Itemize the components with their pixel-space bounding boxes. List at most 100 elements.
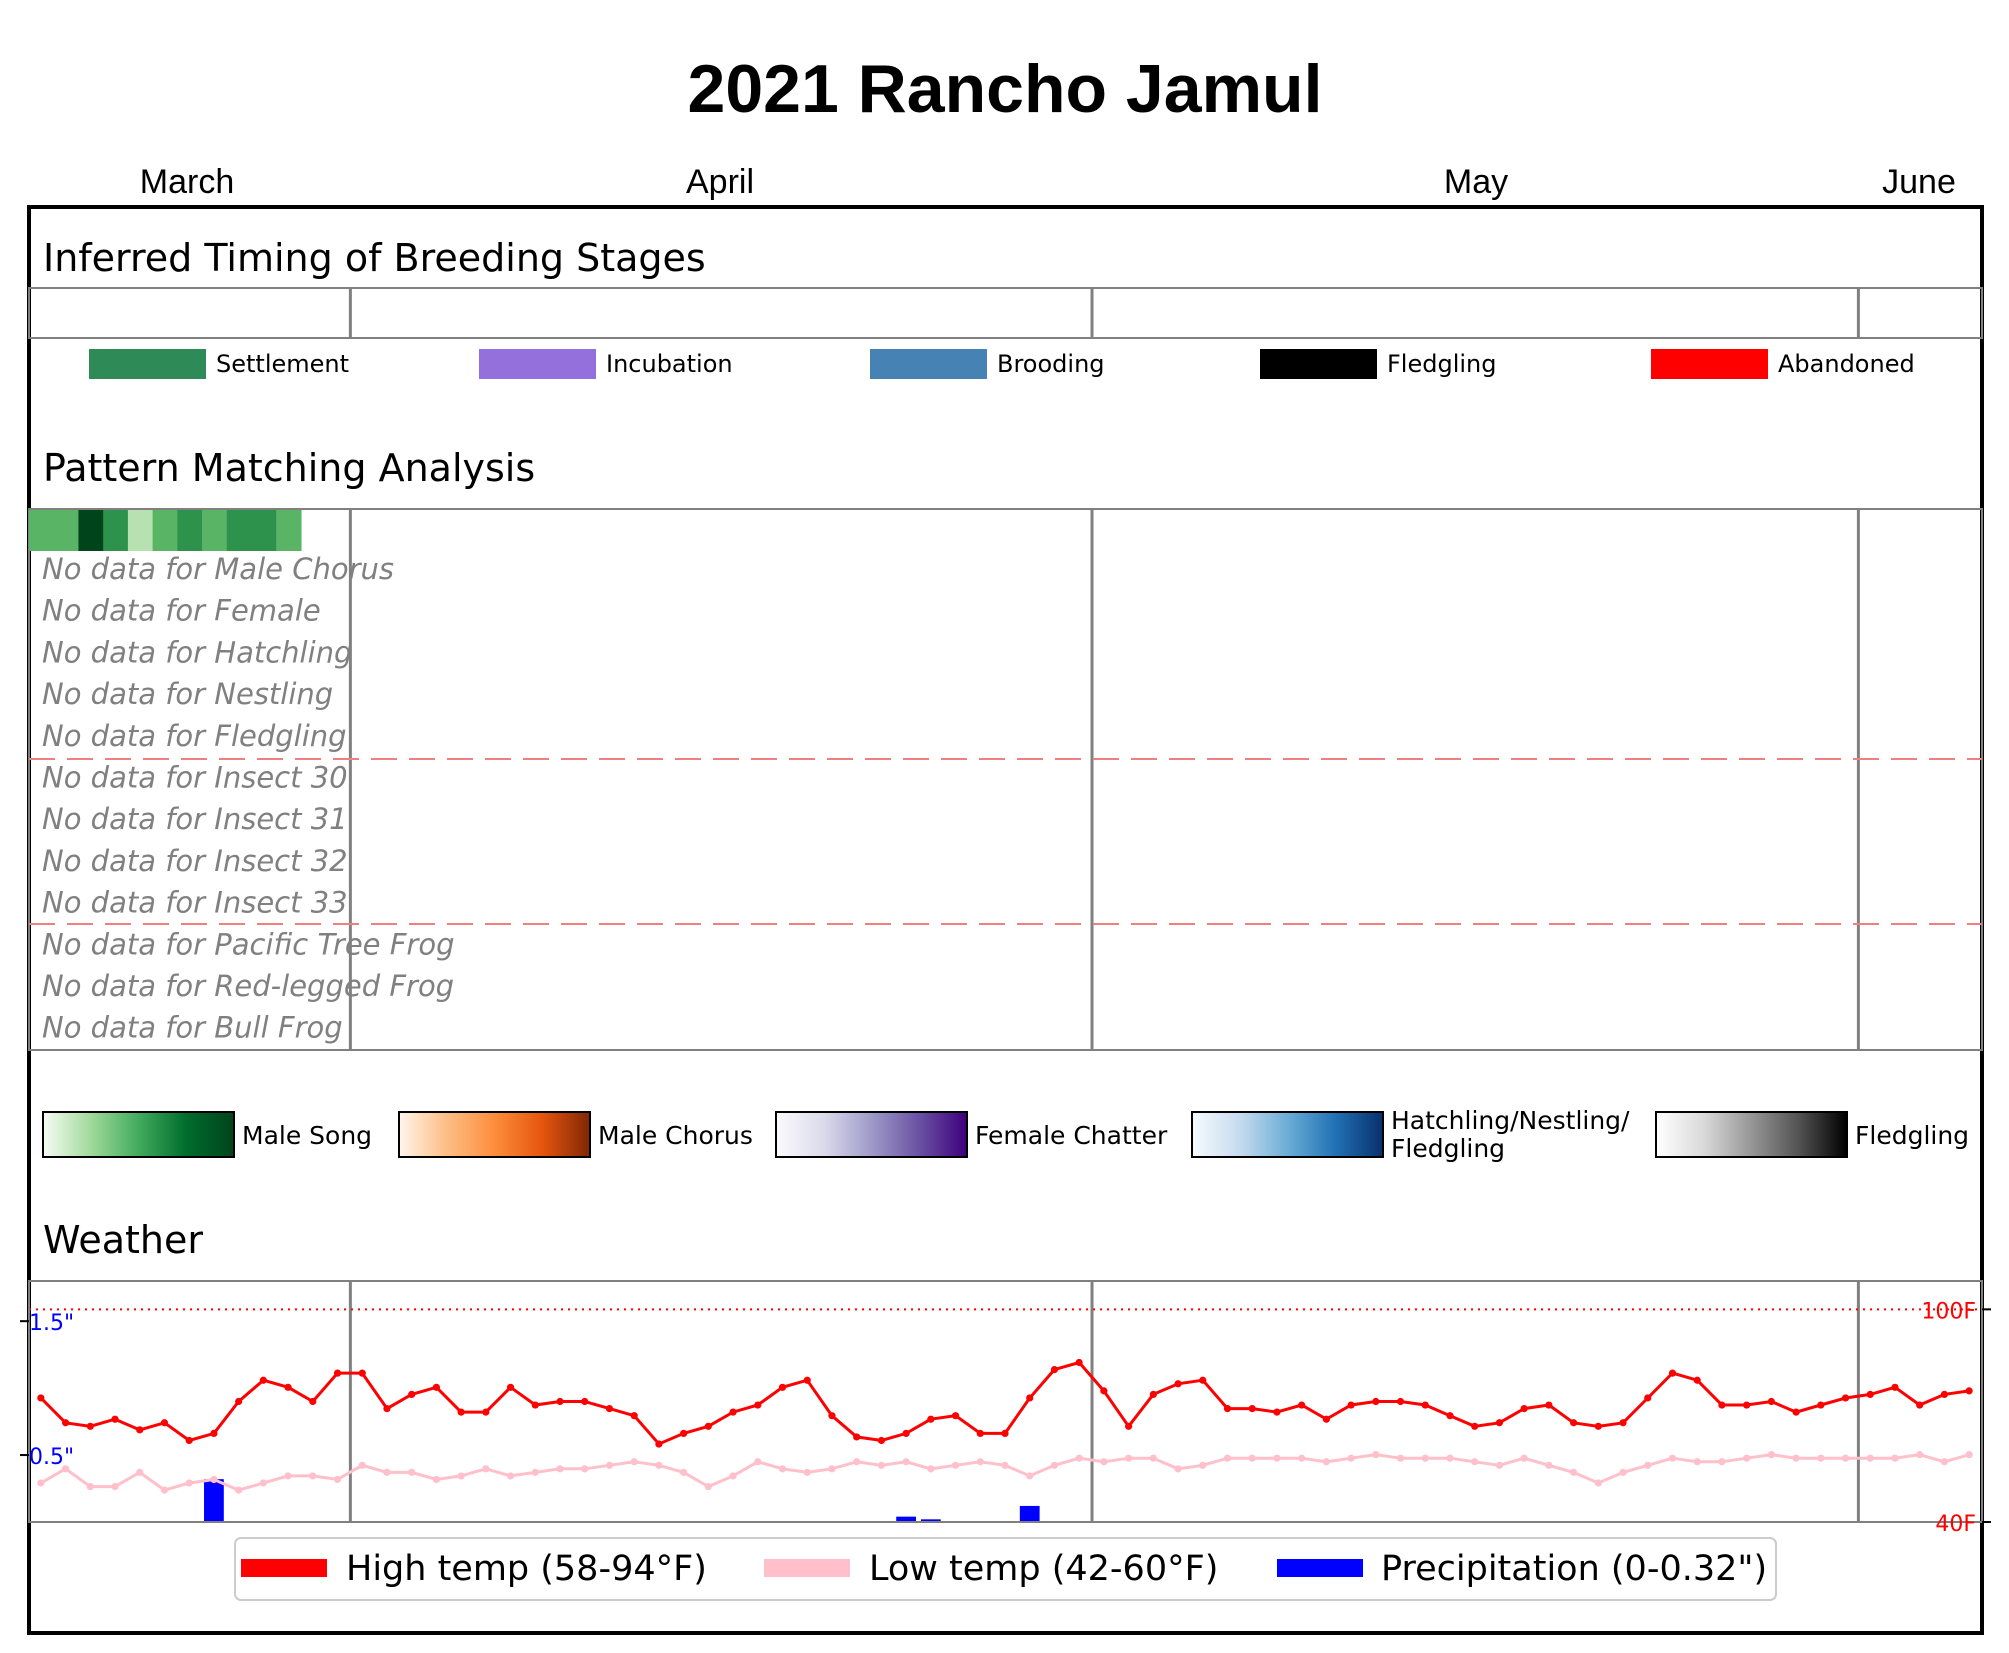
high-temp-point — [1347, 1401, 1355, 1409]
low-temp-point — [1075, 1454, 1083, 1462]
low-temp-point — [927, 1465, 935, 1473]
weather-section-title: Weather — [43, 1218, 203, 1262]
high-temp-point — [1125, 1422, 1133, 1430]
high-temp-point — [432, 1383, 441, 1391]
high-temp-legend-label: High temp (58-94°F) — [346, 1549, 707, 1589]
pattern-axis — [28, 508, 1983, 1051]
low-temp-legend-swatch — [764, 1559, 850, 1577]
colormap-label-hatchling-nestling-fledgling: Hatchling/Nestling/Fledgling — [1391, 1106, 1630, 1163]
precipitation-bars — [204, 1479, 1040, 1522]
high-temp-point — [136, 1426, 144, 1434]
colormap-bar-fledgling — [1655, 1111, 1848, 1158]
low-temp-point — [309, 1472, 317, 1480]
low-temp-point — [1471, 1458, 1479, 1466]
high-temp-point — [655, 1440, 663, 1448]
low-temp-point — [210, 1475, 218, 1484]
high-temp-point — [210, 1429, 218, 1437]
breeding-stage-axis — [28, 287, 1983, 339]
high-temp-point — [1817, 1401, 1825, 1409]
month-label-march: March — [140, 163, 234, 201]
low-temp-point — [1940, 1458, 1949, 1466]
stage-swatch-brooding — [870, 349, 987, 379]
stage-label-brooding: Brooding — [997, 350, 1105, 378]
low-temp-point — [1668, 1454, 1677, 1462]
precip-bar — [896, 1516, 917, 1522]
high-temp-point — [86, 1422, 94, 1430]
male-song-cell — [202, 510, 228, 551]
low-temp-point — [160, 1486, 169, 1494]
stage-swatch-abandoned — [1651, 349, 1768, 379]
low-temp-point — [1520, 1454, 1528, 1462]
male-song-cell — [103, 510, 129, 551]
high-temp-point — [1767, 1397, 1775, 1406]
stage-swatch-settlement — [89, 349, 206, 379]
high-temp-point — [185, 1436, 193, 1445]
male-song-cell — [152, 510, 178, 551]
male-song-cell — [226, 510, 253, 551]
low-temp-point — [1248, 1454, 1256, 1462]
high-temp-point — [1891, 1383, 1899, 1391]
high-temp-point — [1594, 1422, 1602, 1430]
low-temp-point — [976, 1458, 984, 1466]
high-temp-point — [1668, 1369, 1677, 1377]
low-temp-point — [1199, 1461, 1207, 1469]
low-temp-point — [1792, 1454, 1800, 1462]
month-axis: March April May June — [140, 163, 1956, 201]
high-temp-point — [1199, 1376, 1207, 1384]
low-temp-point — [1594, 1479, 1602, 1487]
high-temp-point — [680, 1429, 688, 1437]
high-temp-point — [309, 1397, 317, 1406]
high-temp-points — [37, 1358, 1973, 1448]
colormap-label-male-song: Male Song — [242, 1121, 372, 1150]
high-temp-point — [605, 1404, 614, 1413]
precip-legend-swatch — [1277, 1559, 1363, 1577]
high-temp-point — [1792, 1408, 1800, 1416]
low-temp-point — [1174, 1465, 1182, 1473]
precip-bar — [204, 1479, 224, 1522]
male-song-cell — [177, 510, 203, 551]
colormap-label-male-chorus: Male Chorus — [598, 1121, 753, 1150]
high-temp-point — [704, 1422, 712, 1430]
no-data-list: No data for Male Chorus No data for Femal… — [42, 552, 455, 1045]
low-temp-point — [1495, 1461, 1504, 1469]
low-temp-point — [1446, 1454, 1454, 1462]
high-temp-point — [927, 1415, 935, 1423]
low-temp-point — [1644, 1461, 1652, 1469]
no-data-label: No data for Fledgling — [42, 719, 347, 753]
high-temp-point — [358, 1369, 366, 1377]
low-temp-point — [1891, 1454, 1899, 1462]
high-temp-point — [1298, 1401, 1306, 1409]
colormap-bar-hatchling-nestling-fledgling — [1191, 1111, 1384, 1158]
low-temp-point — [1298, 1454, 1306, 1462]
high-temp-point — [729, 1408, 737, 1416]
low-temp-point — [1619, 1468, 1627, 1476]
low-temp-point — [1050, 1461, 1059, 1469]
low-temp-point — [1841, 1454, 1850, 1462]
high-temp-point — [1866, 1390, 1874, 1399]
weather-axis — [28, 1280, 1983, 1523]
precip-bar — [920, 1519, 941, 1522]
high-temp-point — [333, 1369, 342, 1377]
low-temp-point — [556, 1465, 564, 1473]
low-temp-point — [1866, 1454, 1874, 1462]
no-data-label: No data for Red-legged Frog — [42, 969, 454, 1003]
low-temp-point — [1693, 1458, 1701, 1466]
male-song-cell — [78, 510, 104, 551]
male-song-heatmap — [29, 510, 302, 551]
low-temp-point — [951, 1461, 960, 1469]
precip-tick-label: 1.5" — [29, 1311, 74, 1336]
figure-frame — [27, 205, 1984, 1635]
male-song-cell — [53, 510, 80, 551]
low-temp-point — [136, 1468, 144, 1476]
stage-label-incubation: Incubation — [606, 350, 733, 378]
low-temp-point — [1545, 1461, 1553, 1469]
colormap-bar-male-chorus — [398, 1111, 591, 1158]
month-label-april: April — [686, 163, 754, 201]
low-temp-point — [408, 1468, 416, 1476]
stage-label-settlement: Settlement — [216, 350, 349, 378]
high-temp-point — [556, 1397, 564, 1406]
low-temp-point — [1026, 1472, 1034, 1480]
precip-axis-ticks: 1.5" 0.5" — [20, 1311, 74, 1470]
stage-swatch-fledgling — [1260, 349, 1377, 379]
male-song-cell — [251, 510, 277, 551]
